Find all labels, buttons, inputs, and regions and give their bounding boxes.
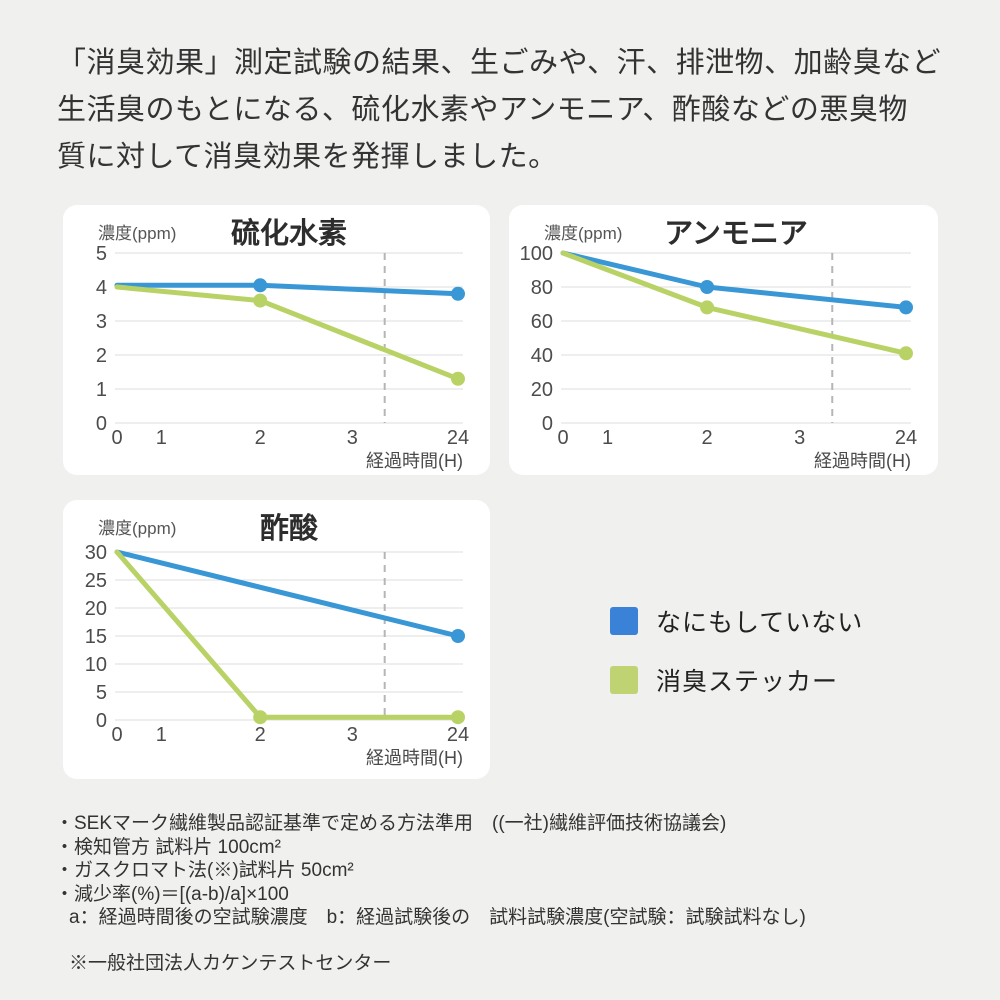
y-tick-label: 5 [96,682,107,704]
note-line-sek-standard: ・SEKマーク繊維製品認証基準で定める方法準用 ((一社)繊維評価技術協議会) [55,813,727,834]
y-tick-label: 3 [96,311,107,333]
y-tick-label: 0 [96,413,107,435]
x-tick-label: 1 [156,427,167,449]
x-tick-label: 3 [347,724,358,746]
x-tick-label: 1 [602,427,613,449]
y-tick-label: 25 [85,570,107,592]
note-line-reduction-formula: ・減少率(%)＝[(a-b)/a]×100 [55,883,289,905]
data-point-marker-untreated [451,629,465,643]
chart-title: 酢酸 [260,512,319,545]
data-point-marker-untreated [700,280,715,294]
x-tick-label: 1 [156,724,167,746]
y-tick-label: 40 [531,345,553,367]
y-tick-label: 60 [531,311,553,333]
chart-title: アンモニア [664,218,808,250]
data-point-marker-deodorant-sticker [451,710,465,725]
legend-label-untreated: なにもしていない [656,609,864,637]
y-tick-label: 0 [542,413,553,435]
x-tick-label: 0 [111,427,122,449]
page-title: 「消臭効果」測定試験の結果、生ごみや、汗、排泄物、加齢臭など 生活臭のもとになる… [57,40,977,181]
x-tick-label: 24 [447,427,469,449]
note-line-gas-chromatography: ・ガスクロマト法(※)試料片 50cm² [55,860,354,881]
x-tick-label: 3 [347,427,358,449]
data-point-marker-untreated [899,300,913,315]
legend-swatch-untreated [610,607,638,635]
y-tick-label: 15 [85,626,107,648]
header-line-3: 質に対して消臭効果を発揮しました。 [57,141,558,173]
x-axis-label: 経過時間(H) [366,451,463,471]
x-tick-label: 0 [111,724,122,746]
x-tick-label: 2 [701,427,712,449]
data-point-marker-untreated [253,278,268,293]
legend-label-deodorant-sticker: 消臭ステッカー [656,668,839,696]
y-axis-label: 濃度(ppm) [544,224,622,243]
y-tick-label: 20 [531,379,553,401]
y-tick-label: 80 [531,277,553,299]
note-test-center-source: ※一般社団法人カケンテストセンター [69,952,392,974]
note-line-detection-tube: ・検知管方 試料片 100cm² [55,836,281,858]
data-point-marker-deodorant-sticker [451,371,465,386]
x-tick-label: 24 [895,427,917,449]
y-axis-label: 濃度(ppm) [98,224,176,243]
note-line-formula-definitions: a：経過時間後の空試験濃度 b：経過試験後の 試料試験濃度(空試験：試験試料なし… [69,907,806,928]
chart-card-hydrogen-sulfide: 5 4 3 2 1 0 0 1 2 3 24 濃度(ppm) 硫化水素経過時間(H) [63,205,490,475]
test-method-notes: ・SEKマーク繊維製品認証基準で定める方法準用 ((一社)繊維評価技術協議会) … [55,812,965,975]
x-axis-label: 経過時間(H) [366,748,463,768]
x-tick-label: 3 [794,427,805,449]
legend-swatch-deodorant-sticker [610,666,638,694]
legend-item-deodorant-sticker: 消臭ステッカー [610,662,863,698]
header-line-1: 「消臭効果」測定試験の結果、生ごみや、汗、排泄物、加齢臭など [57,47,942,79]
y-tick-label: 20 [85,598,107,620]
chart-card-acetic-acid: 30 25 20 15 10 5 0 0 1 2 3 24 濃度(ppm) 酢酸 経過時間(H) [63,500,490,779]
data-point-marker-deodorant-sticker [253,710,268,725]
x-tick-label: 0 [557,427,568,449]
x-tick-label: 24 [447,724,469,746]
chart-legend: なにもしていない 消臭ステッカー [610,603,863,721]
x-tick-label: 2 [255,724,266,746]
series-line-deodorant-sticker [114,284,461,382]
data-point-marker-deodorant-sticker [899,346,913,361]
legend-item-untreated: なにもしていない [610,603,863,639]
x-tick-label: 2 [255,427,266,449]
y-tick-label: 5 [96,243,107,265]
y-tick-label: 30 [85,542,107,564]
y-tick-label: 10 [85,654,107,676]
series-line-untreated [114,549,461,639]
header-line-2: 生活臭のもとになる、硫化水素やアンモニア、酢酸などの悪臭物 [57,94,908,126]
data-point-marker-deodorant-sticker [253,293,268,308]
y-tick-label: 1 [96,379,107,401]
x-axis-label: 経過時間(H) [814,451,911,471]
y-tick-label: 0 [96,710,107,732]
y-tick-label: 100 [520,243,553,265]
y-tick-label: 4 [96,277,107,299]
data-point-marker-deodorant-sticker [700,300,715,315]
y-axis-label: 濃度(ppm) [98,519,176,538]
chart-card-ammonia: 100 80 60 40 20 0 0 1 2 3 24 濃度(ppm) アンモニア経過時間(H) [509,205,938,475]
data-point-marker-untreated [451,286,465,301]
chart-title: 硫化水素 [231,216,347,250]
y-tick-label: 2 [96,345,107,367]
series-line-untreated [560,250,909,310]
